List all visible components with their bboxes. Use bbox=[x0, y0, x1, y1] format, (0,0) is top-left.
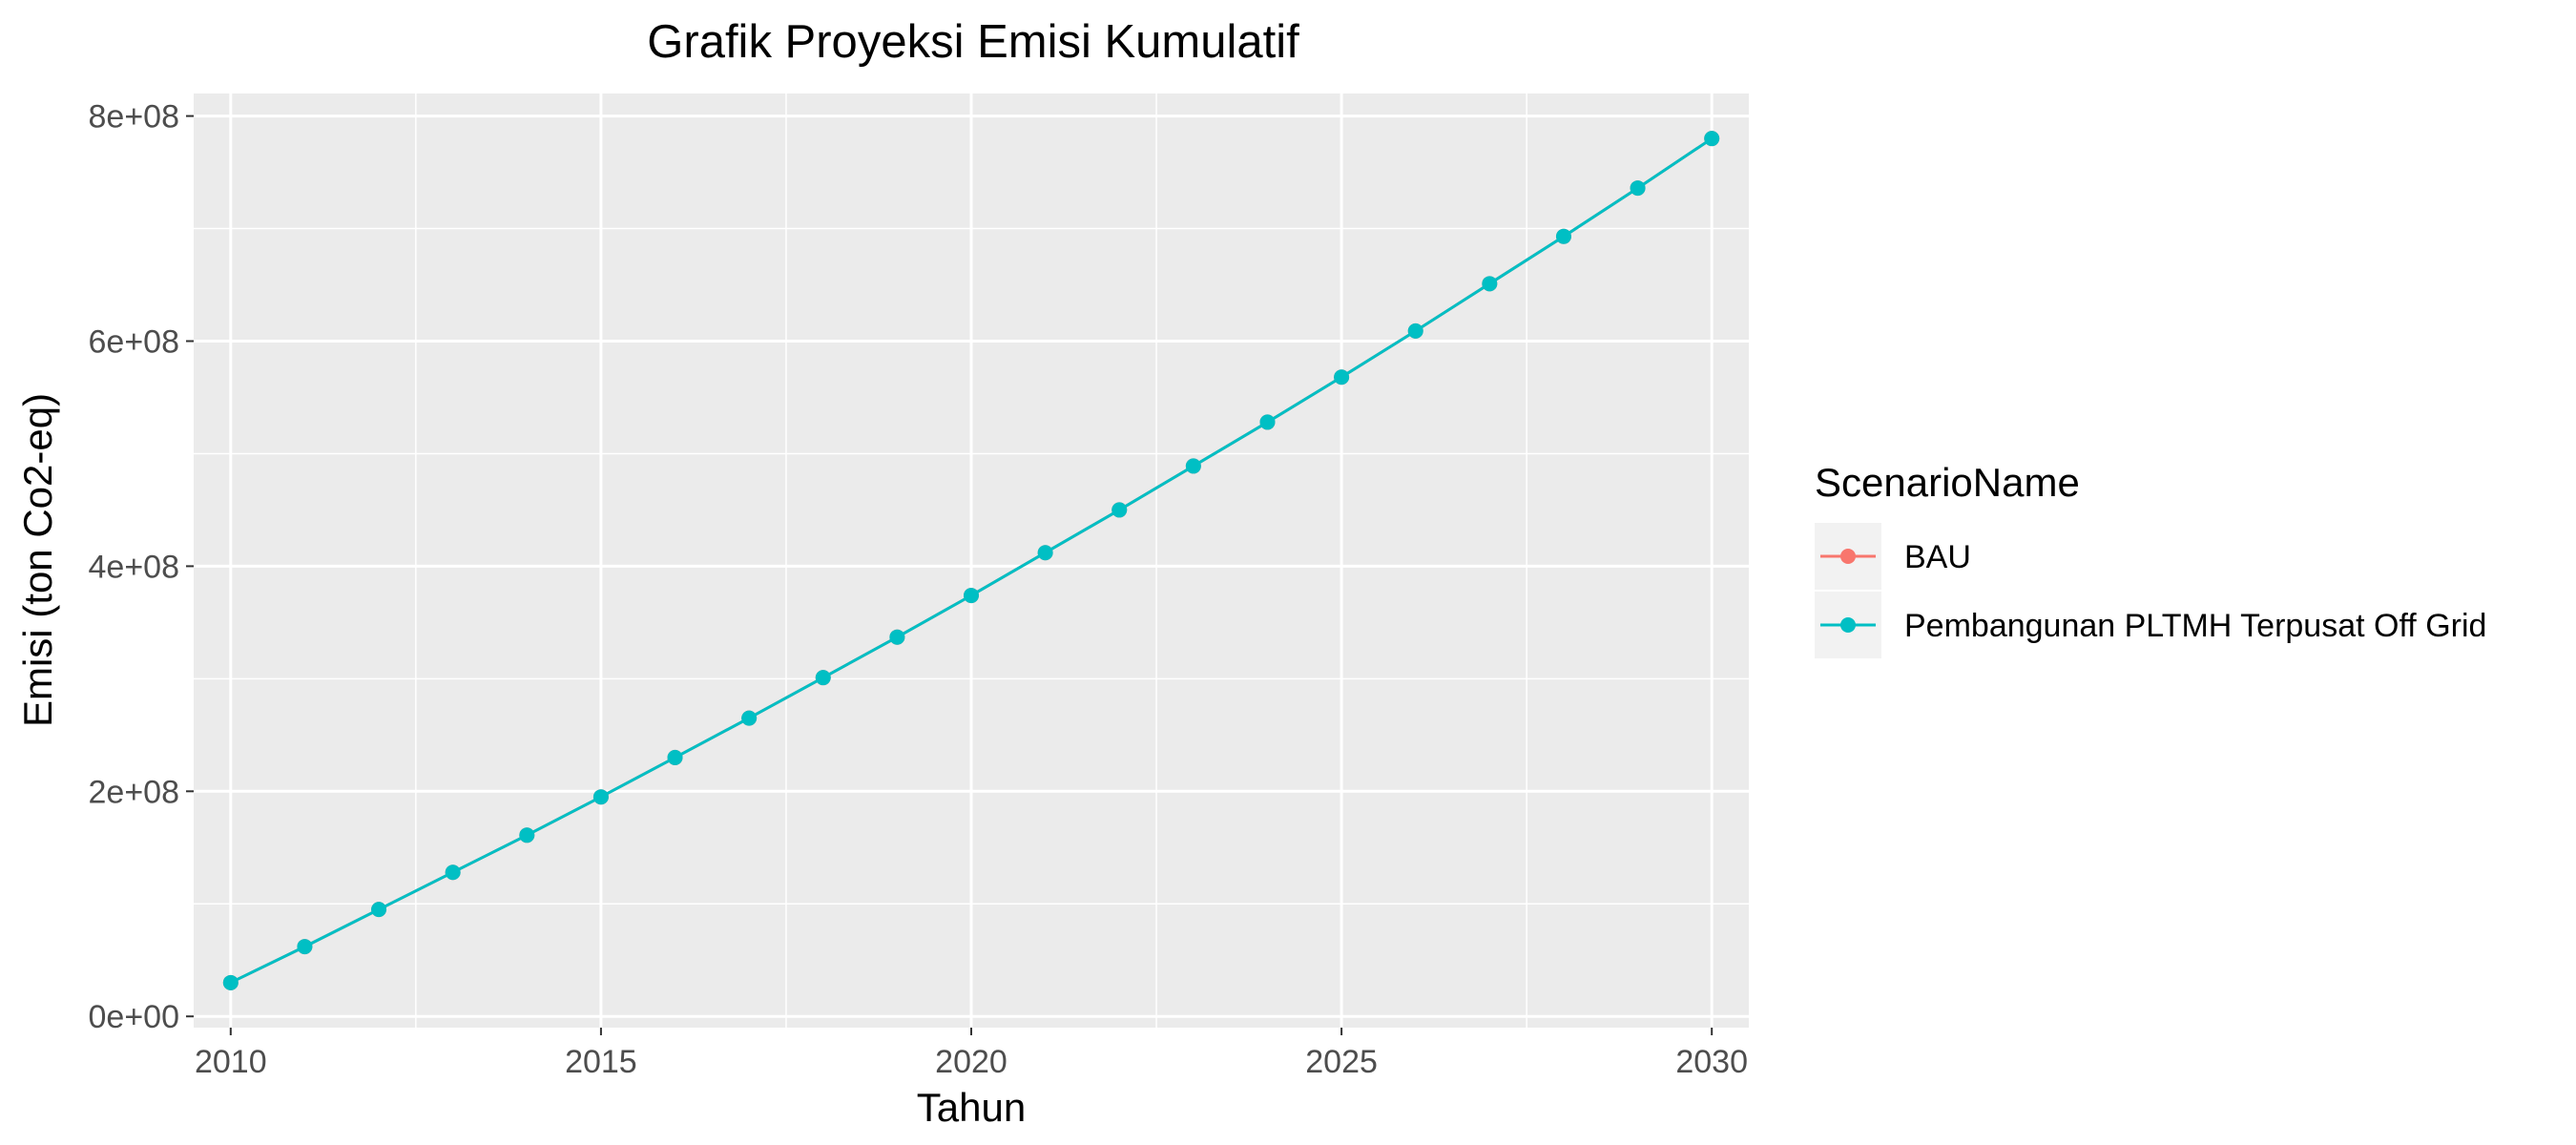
legend: ScenarioName BAU Pembangunan PLTMH Terpus… bbox=[1815, 460, 2486, 658]
y-tick-label: 2e+08 bbox=[89, 774, 180, 810]
data-point bbox=[815, 670, 831, 686]
data-point bbox=[1259, 414, 1276, 430]
y-tick-label: 8e+08 bbox=[89, 99, 180, 135]
x-tick-label: 2025 bbox=[1305, 1044, 1378, 1080]
x-tick-label: 2030 bbox=[1675, 1044, 1748, 1080]
series-layer bbox=[222, 131, 1720, 990]
major-gridlines bbox=[194, 94, 1749, 1028]
data-point bbox=[297, 939, 313, 955]
y-tick-label: 6e+08 bbox=[89, 323, 180, 360]
tick-labels: 2010 2015 2020 2025 2030 0e+00 2e+08 4e+08 6e+08… bbox=[89, 99, 1749, 1080]
x-tick-label: 2020 bbox=[935, 1044, 1008, 1080]
x-tick-label: 2010 bbox=[195, 1044, 267, 1080]
data-point bbox=[1334, 369, 1350, 385]
data-point bbox=[1111, 502, 1128, 518]
x-tick-label: 2015 bbox=[565, 1044, 637, 1080]
data-point bbox=[741, 710, 758, 726]
data-point bbox=[371, 902, 387, 918]
legend-items: BAU Pembangunan PLTMH Terpusat Off Grid bbox=[1815, 523, 2486, 658]
data-point bbox=[889, 629, 905, 645]
data-point bbox=[1482, 276, 1498, 292]
data-point bbox=[445, 864, 461, 881]
data-point bbox=[519, 827, 535, 843]
legend-label: BAU bbox=[1904, 539, 1971, 575]
chart-title: Grafik Proyeksi Emisi Kumulatif bbox=[647, 16, 1299, 68]
legend-key-point bbox=[1840, 549, 1856, 564]
data-point bbox=[592, 789, 609, 805]
legend-key-point bbox=[1840, 617, 1856, 633]
x-axis-title: Tahun bbox=[917, 1085, 1026, 1130]
series-2 bbox=[222, 131, 1720, 990]
data-point bbox=[1185, 458, 1201, 474]
legend-title: ScenarioName bbox=[1815, 460, 2080, 505]
legend-item: BAU bbox=[1815, 523, 1971, 590]
axis-ticks bbox=[186, 114, 1714, 1035]
y-tick-label: 0e+00 bbox=[89, 999, 180, 1035]
data-point bbox=[667, 749, 683, 765]
data-point bbox=[1555, 228, 1571, 244]
data-point bbox=[1407, 323, 1423, 339]
data-point bbox=[1037, 545, 1053, 561]
legend-label: Pembangunan PLTMH Terpusat Off Grid bbox=[1904, 608, 2486, 644]
data-point bbox=[1630, 180, 1646, 197]
data-point bbox=[222, 974, 239, 990]
data-point bbox=[964, 588, 979, 604]
data-point bbox=[1704, 131, 1720, 147]
y-axis-title: Emisi (ton Co2-eq) bbox=[15, 393, 60, 727]
y-tick-label: 4e+08 bbox=[89, 549, 180, 585]
legend-item: Pembangunan PLTMH Terpusat Off Grid bbox=[1815, 592, 2486, 658]
